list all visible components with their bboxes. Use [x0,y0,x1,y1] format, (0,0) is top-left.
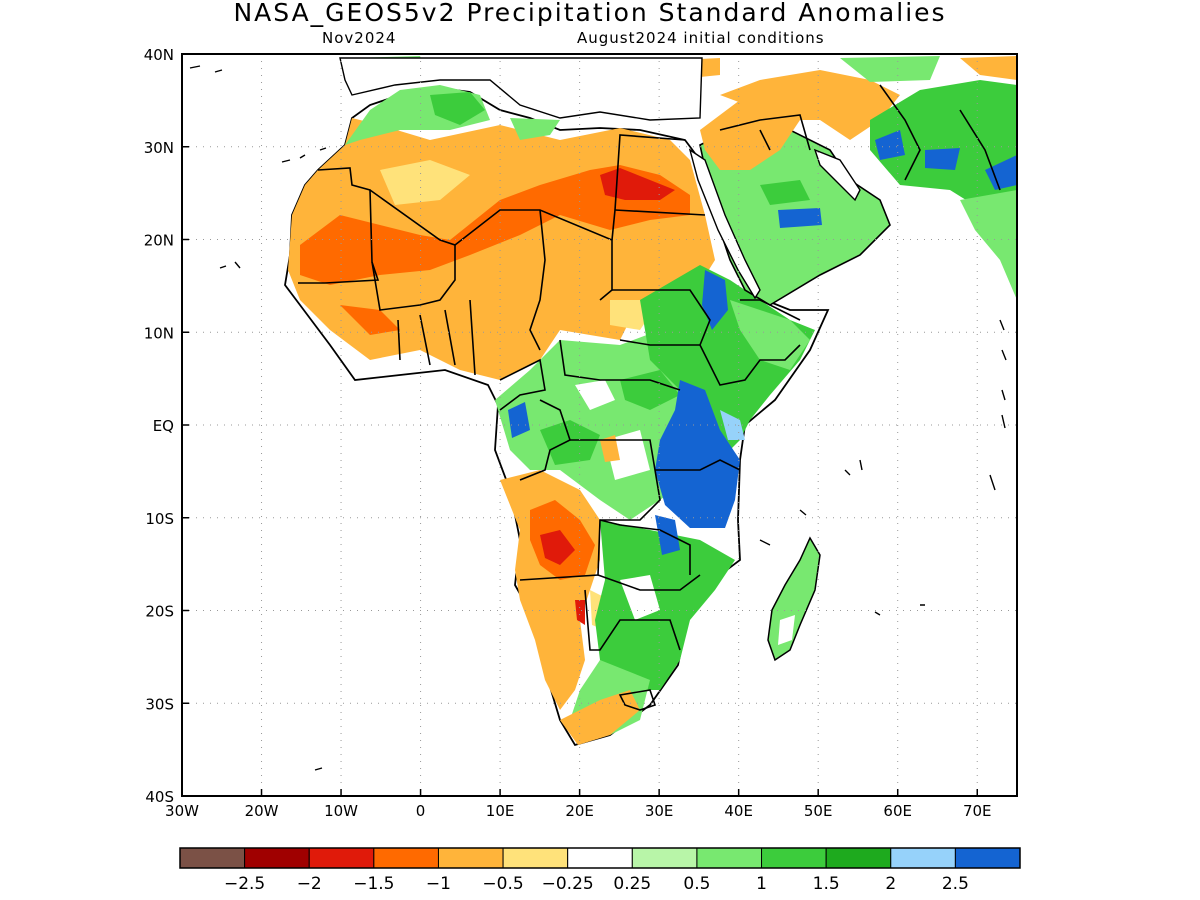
lat-tick-label: 30S [145,695,174,713]
arabia-wet-core [760,180,810,205]
lat-tick-label: EQ [153,417,174,435]
lat-tick-label: 40N [144,46,174,64]
colorbar-swatch [761,847,827,869]
lon-tick-label: 40E [724,802,753,820]
lat-tick-label: 40S [145,788,174,806]
congo-neutral [575,380,650,480]
colorbar: −2.5 −2 −1.5 −1 −0.5 −0.25 0.25 0.5 1 1.5 2 2.5 [179,847,1021,894]
colorbar-swatch [954,847,1021,869]
lat-tick-label: 30N [144,139,174,157]
forecast-month: Nov2024 [322,29,397,47]
south-africa-dry [560,690,640,745]
algeria-wet-core [430,92,485,125]
madagascar [767,536,821,662]
gabon-very-wet [508,402,530,438]
initial-conditions: August2024 initial conditions [577,29,825,47]
lon-tick-label: 20E [565,802,594,820]
colorbar-swatch [567,847,633,869]
colorbar-label: −0.25 [542,874,594,894]
lon-tick-label: 50E [804,802,833,820]
colorbar-frame [179,847,1021,869]
lon-tick-label: 10W [324,802,358,820]
lon-tick-label: 30E [645,802,674,820]
lon-tick-label: 70E [963,802,992,820]
europe-south-dry [680,56,1017,80]
map-title: NASA_GEOS5v2 Precipitation Standard Anom… [233,0,947,27]
colorbar-swatch [308,847,375,869]
ethiopia-very-wet [702,270,728,330]
lat-tick-label: 20S [145,603,174,621]
colorbar-label: 1.5 [813,874,840,894]
sahara-extreme-dry [600,168,675,200]
lat-tick-label: 10S [145,510,174,528]
zambia-mozambique-wet [595,520,735,690]
colorbar-label: 0.5 [683,874,710,894]
colorbar-swatch [244,847,310,869]
country-borders [298,84,1001,711]
colorbar-swatch [437,847,504,869]
colorbar-label: 2.5 [942,874,969,894]
graticule [182,54,1017,796]
ethiopia-wet [730,300,810,370]
persian-gulf [813,148,861,202]
lon-tick-label: 30W [165,802,199,820]
axis-ticks: 30W 20W 10W 0 10E 20E 30E 40E 50E 60E 70E 40N 30N 20N… [144,46,992,820]
colorbar-label: 0.25 [613,874,651,894]
red-sea [688,148,761,300]
lon-tick-label: 60E [883,802,912,820]
colorbar-swatch [373,847,439,869]
anomaly-field [189,56,1017,771]
colorbar-label: 1 [756,874,767,894]
lat-tick-label: 20N [144,232,174,250]
madagascar-neutral [778,615,795,645]
colorbar-label: −2.5 [224,874,265,894]
colorbar-swatch [825,847,892,869]
india-west-wet [960,190,1017,300]
colorbar-swatch [890,847,956,869]
congo-wet-core [540,370,680,465]
sahara-core-dry [300,165,690,285]
libya-wet [510,118,560,140]
colorbar-label: −1.5 [353,874,394,894]
congo-dry-spot [600,435,620,462]
colorbar-swatch [631,847,698,869]
iran-turkey-dry [720,70,900,140]
arabia-very-wet [778,208,822,228]
malawi-very-wet [655,515,680,555]
colorbar-swatch [502,847,569,869]
lon-tick-label: 0 [416,802,426,820]
lat-tick-label: 10N [144,324,174,342]
colorbar-label: −2 [297,874,322,894]
colorbar-label: −0.5 [482,874,523,894]
iran-very-wet [875,130,1017,190]
colorbar-swatch [179,847,246,869]
colorbar-swatch [696,847,763,869]
lon-tick-label: 10E [486,802,515,820]
mediterranean-coast [339,57,703,121]
west-africa-dry-patch [340,305,400,335]
colorbar-label: 2 [885,874,896,894]
lon-tick-label: 20W [245,802,279,820]
islands [189,65,1007,771]
kenya-tanzania-very-wet [655,380,740,528]
angola-extreme-dry [540,530,585,625]
colorbar-label: −1 [426,874,451,894]
sahara-mild-dry [380,160,660,330]
